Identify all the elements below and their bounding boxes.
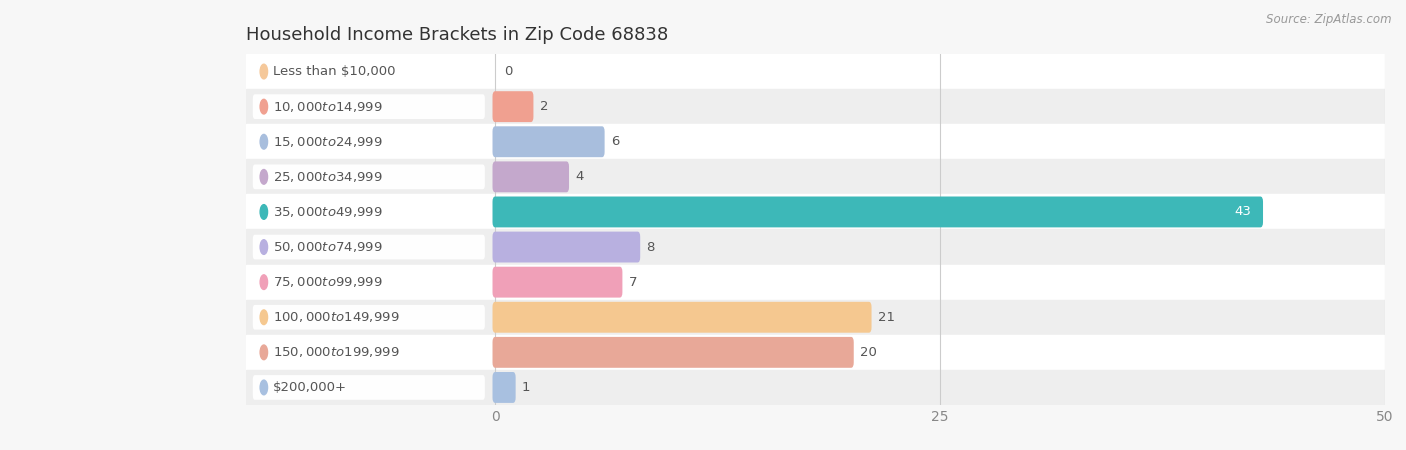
Text: Source: ZipAtlas.com: Source: ZipAtlas.com [1267, 14, 1392, 27]
Bar [246, 89, 1385, 124]
Text: 43: 43 [1234, 206, 1251, 218]
Text: $200,000+: $200,000+ [273, 381, 347, 394]
FancyBboxPatch shape [492, 91, 533, 122]
Circle shape [260, 99, 267, 114]
Circle shape [260, 380, 267, 395]
Text: $25,000 to $34,999: $25,000 to $34,999 [273, 170, 382, 184]
FancyBboxPatch shape [492, 337, 853, 368]
Bar [246, 54, 1385, 89]
FancyBboxPatch shape [492, 372, 516, 403]
Text: 20: 20 [860, 346, 877, 359]
FancyBboxPatch shape [253, 130, 485, 154]
Circle shape [260, 135, 267, 149]
Text: $100,000 to $149,999: $100,000 to $149,999 [273, 310, 399, 324]
Bar [246, 194, 1385, 230]
Circle shape [260, 310, 267, 324]
Text: $50,000 to $74,999: $50,000 to $74,999 [273, 240, 382, 254]
FancyBboxPatch shape [253, 200, 485, 224]
FancyBboxPatch shape [492, 302, 872, 333]
Text: 0: 0 [505, 65, 512, 78]
Bar [246, 370, 1385, 405]
FancyBboxPatch shape [492, 126, 605, 157]
Text: $75,000 to $99,999: $75,000 to $99,999 [273, 275, 382, 289]
Circle shape [260, 64, 267, 79]
Circle shape [260, 240, 267, 254]
Text: 21: 21 [877, 311, 894, 324]
FancyBboxPatch shape [253, 305, 485, 329]
FancyBboxPatch shape [253, 270, 485, 294]
Text: Household Income Brackets in Zip Code 68838: Household Income Brackets in Zip Code 68… [246, 26, 668, 44]
Circle shape [260, 205, 267, 219]
Text: 7: 7 [628, 276, 637, 288]
Text: 6: 6 [610, 135, 619, 148]
FancyBboxPatch shape [492, 197, 1263, 227]
Text: 2: 2 [540, 100, 548, 113]
FancyBboxPatch shape [253, 94, 485, 119]
FancyBboxPatch shape [492, 267, 623, 297]
Bar [246, 159, 1385, 194]
FancyBboxPatch shape [253, 340, 485, 364]
FancyBboxPatch shape [492, 162, 569, 192]
Bar [246, 230, 1385, 265]
Bar [246, 124, 1385, 159]
Text: 4: 4 [575, 171, 583, 183]
Text: $10,000 to $14,999: $10,000 to $14,999 [273, 99, 382, 114]
Text: 8: 8 [647, 241, 655, 253]
Text: $150,000 to $199,999: $150,000 to $199,999 [273, 345, 399, 360]
FancyBboxPatch shape [253, 59, 485, 84]
FancyBboxPatch shape [492, 232, 640, 262]
Text: Less than $10,000: Less than $10,000 [273, 65, 395, 78]
Text: $15,000 to $24,999: $15,000 to $24,999 [273, 135, 382, 149]
FancyBboxPatch shape [253, 165, 485, 189]
FancyBboxPatch shape [253, 375, 485, 400]
Circle shape [260, 345, 267, 360]
Circle shape [260, 275, 267, 289]
Bar [246, 335, 1385, 370]
Bar [246, 265, 1385, 300]
Bar [246, 300, 1385, 335]
Circle shape [260, 170, 267, 184]
FancyBboxPatch shape [253, 235, 485, 259]
Text: 1: 1 [522, 381, 530, 394]
Text: $35,000 to $49,999: $35,000 to $49,999 [273, 205, 382, 219]
